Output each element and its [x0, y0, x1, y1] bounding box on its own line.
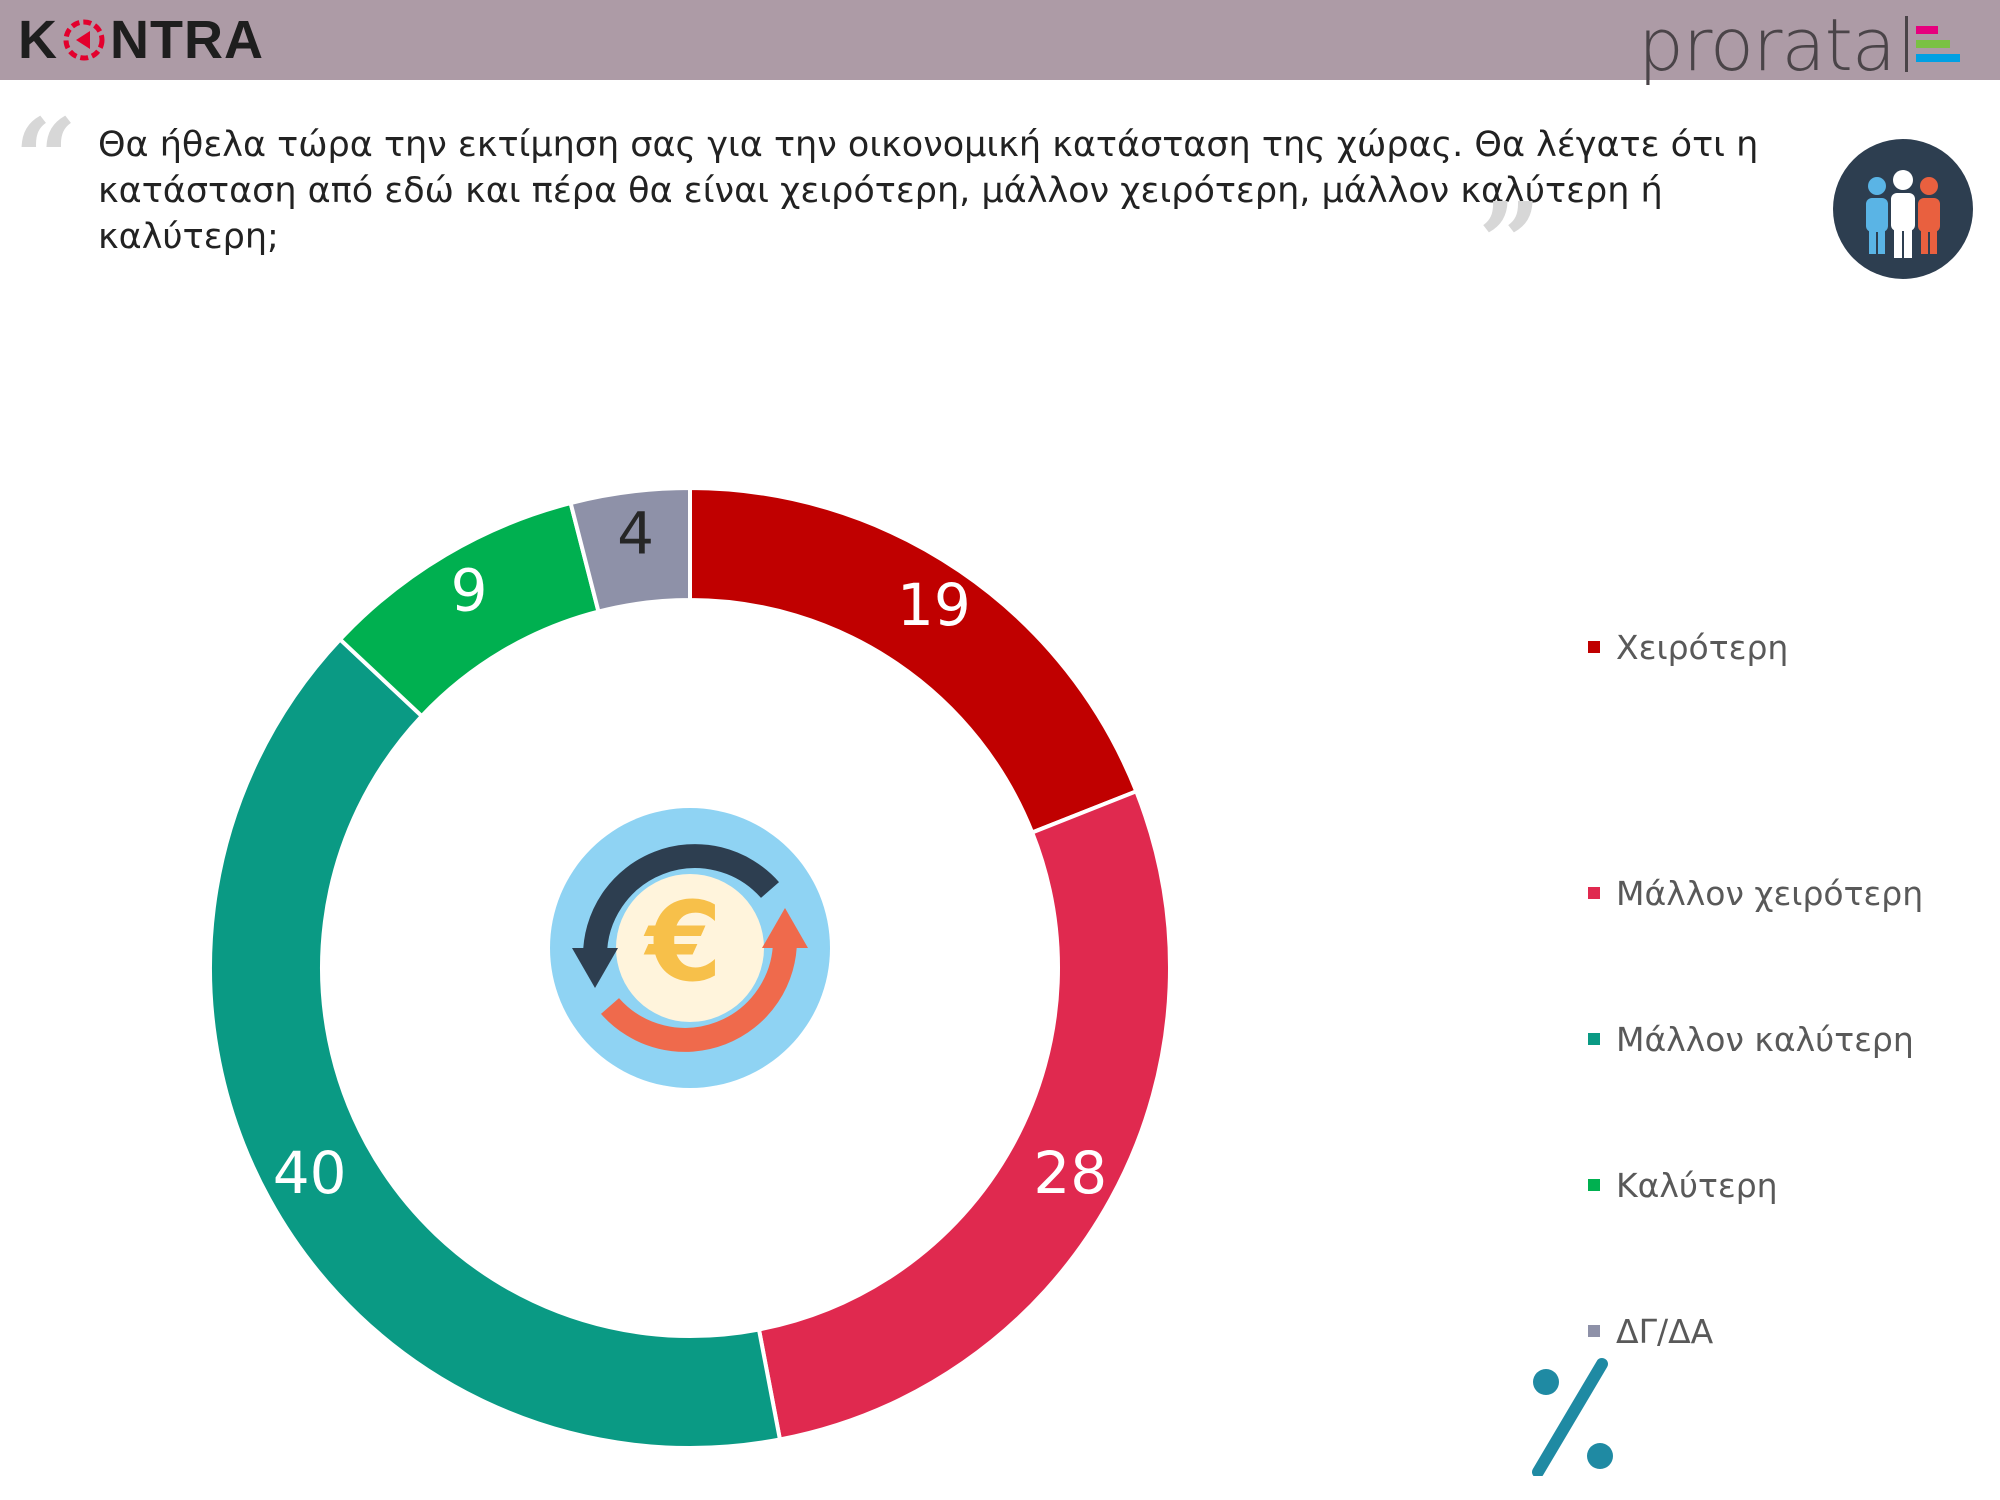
percent-icon: [1524, 1356, 1624, 1478]
legend-label: Μάλλον καλύτερη: [1616, 1019, 1914, 1059]
kontra-logo: K NTRA: [18, 8, 264, 72]
legend-swatch: [1588, 1033, 1600, 1045]
legend-item-1: Χειρότερη: [1588, 574, 1923, 720]
donut-label-2: 28: [1033, 1139, 1107, 1207]
legend-swatch: [1588, 1179, 1600, 1191]
chart-legend: Χειρότερη Μάλλον χειρότερη Μάλλον καλύτερη…: [1588, 574, 1923, 1404]
legend-swatch: [1588, 641, 1600, 653]
legend-label: Χειρότερη: [1616, 627, 1789, 667]
legend-label: Καλύτερη: [1616, 1165, 1778, 1205]
prorata-bar-green: [1916, 40, 1950, 48]
kontra-logo-k: K: [18, 10, 58, 70]
close-quote-icon: ”: [1478, 178, 1542, 307]
donut-slice-1: [688, 485, 1139, 836]
legend-label: Μάλλον χειρότερη: [1616, 873, 1924, 913]
prorata-bar-magenta: [1916, 26, 1938, 34]
legend-item-4: Καλύτερη: [1588, 1112, 1923, 1258]
donut-label-1: 19: [897, 571, 971, 639]
legend-item-3: Μάλλον καλύτερη: [1588, 966, 1923, 1112]
legend-swatch: [1588, 887, 1600, 899]
donut-label-3: 40: [273, 1139, 347, 1207]
question-text: Θα ήθελα τώρα την εκτίμηση σας για την ο…: [98, 125, 1759, 257]
prorata-logo-text: prorata: [1638, 3, 1896, 87]
euro-exchange-icon: €: [550, 808, 830, 1088]
donut-label-5: 4: [617, 500, 654, 568]
header-bar: K NTRA prorata: [0, 0, 2000, 87]
legend-item-5: ΔΓ/ΔΑ: [1588, 1258, 1923, 1404]
legend-item-2: Μάλλον χειρότερη: [1588, 820, 1923, 966]
donut-slice-5: [568, 485, 692, 614]
legend-label: ΔΓ/ΔΑ: [1616, 1311, 1714, 1351]
prorata-logo: prorata: [1638, 0, 1960, 87]
people-icon: [1832, 138, 1974, 280]
donut-slice-3: [208, 636, 783, 1450]
legend-swatch: [1588, 1325, 1600, 1337]
donut-chart: 19 28 40 9 4 €: [208, 485, 1172, 1450]
donut-label-4: 9: [451, 557, 488, 625]
kontra-logo-o-icon: [62, 18, 106, 62]
kontra-logo-rest: NTRA: [110, 10, 264, 70]
prorata-bar-blue: [1916, 54, 1960, 62]
open-quote-icon: “: [14, 94, 78, 223]
donut-slice-2: [756, 788, 1172, 1442]
prorata-logo-bars: [1905, 16, 1960, 72]
svg-text:€: €: [643, 878, 723, 1006]
